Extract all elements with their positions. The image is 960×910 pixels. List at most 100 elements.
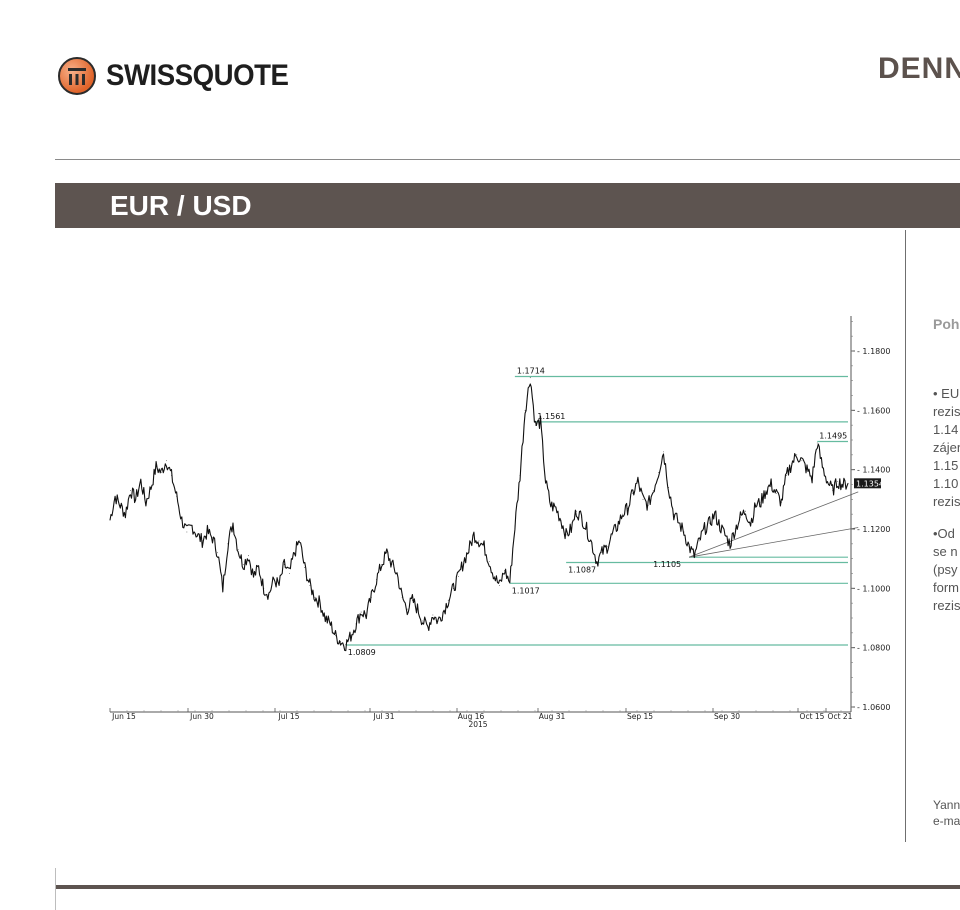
price-point [278,584,280,586]
commentary-line: 1.15 [933,458,959,473]
price-point [452,587,454,589]
price-point [801,460,803,462]
currency-pair-title: EUR / USD [110,190,252,221]
price-point [622,513,623,515]
price-point [463,561,465,563]
swissquote-logo-icon [58,57,96,95]
price-point [130,490,131,491]
level-label: 1.1017 [512,586,540,595]
price-point [381,564,383,565]
price-point [796,454,798,456]
price-point [212,537,213,539]
price-point [770,484,772,485]
section-band [55,183,960,228]
price-point [114,495,116,497]
author-name: Yann [933,798,960,812]
price-point [688,546,690,548]
price-point [647,504,649,506]
price-point [232,522,234,524]
header-divider [55,159,960,160]
price-line [109,383,849,652]
commentary-line: • EU [933,386,960,401]
price-point [719,525,721,527]
price-point [642,498,644,500]
price-point [575,510,577,512]
price-point [673,513,675,515]
price-point [596,561,598,563]
price-point [406,608,408,610]
price-point [145,501,147,503]
price-point [678,522,680,524]
price-point [206,531,208,533]
price-point [140,481,142,482]
price-point [478,540,480,542]
swissquote-logo[interactable]: SWISSQUOTE [58,57,289,99]
label-layer: 1.1714 1.1561 1.1495 1.1105 1.1087 1.1017 1.08… [111,347,890,729]
price-point [391,564,393,565]
price-point [273,579,275,580]
price-point [422,620,424,622]
price-point [821,466,823,468]
x-tick-label: Oct 21 [828,712,853,721]
price-point [791,463,793,465]
price-point [488,561,490,563]
price-point [442,611,444,613]
price-point [155,466,157,468]
price-point [288,573,290,574]
price-point [432,614,434,616]
price-point [504,570,506,571]
level-label: 1.1105 [653,560,681,569]
price-point [217,552,219,554]
price-point [324,617,326,619]
price-point [165,460,167,462]
x-tick-label: Oct 15 [800,712,825,721]
x-year-label: 2015 [468,720,487,729]
trend-line [689,527,859,558]
price-point [196,534,198,536]
price-point [714,513,716,515]
commentary-line: rezis [933,404,960,419]
price-point [806,469,808,471]
price-point [693,555,695,557]
price-point [534,424,536,426]
price-point [555,507,557,509]
price-point [652,490,654,491]
price-point [524,409,526,411]
price-point [724,534,726,536]
price-point [360,611,362,613]
price-point [832,490,834,491]
price-point [411,599,413,601]
price-point [335,635,336,637]
x-tick-label: Jul 15 [278,712,300,721]
trend-line [688,491,859,558]
price-point [545,481,547,482]
price-point [437,620,439,622]
price-point [765,490,767,491]
price-point [319,602,321,604]
price-point [668,487,670,488]
commentary-line: form [933,580,959,595]
price-point [447,599,449,601]
commentary-line: zájer [933,440,960,455]
commentary-heading: Poh [933,316,960,332]
x-tick-label: Jul 31 [373,712,395,721]
price-point [606,546,608,548]
price-point [345,644,347,646]
price-point [299,540,301,542]
price-point [263,587,265,589]
price-point [499,584,500,586]
x-tick-label: Sep 15 [627,712,653,721]
price-point [222,587,224,589]
price-point [176,495,178,497]
price-point [519,475,521,476]
price-point [847,482,849,484]
y-tick-label: - 1.1800 [857,347,890,356]
y-tick-label: - 1.1600 [857,406,890,415]
price-point [119,504,121,506]
price-point [780,501,782,503]
price-point [709,522,711,524]
price-point [150,487,152,488]
price-point [473,534,475,536]
commentary-line: 1.10 [933,476,959,491]
levels-layer [345,375,848,646]
